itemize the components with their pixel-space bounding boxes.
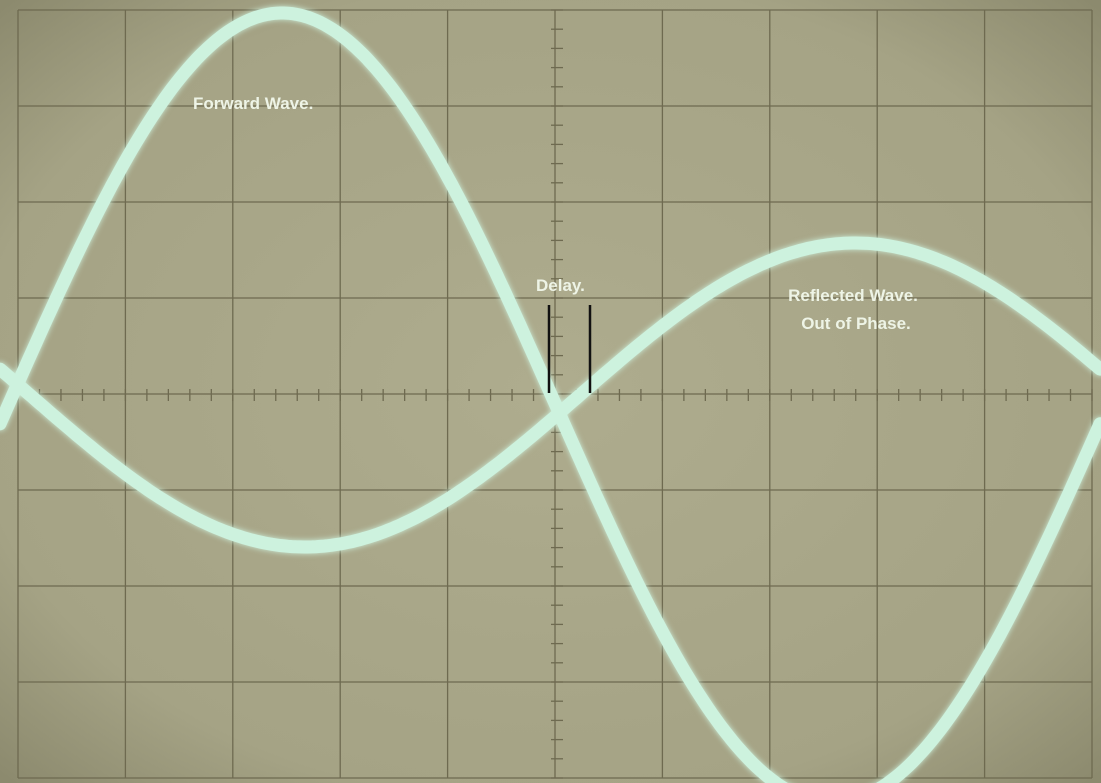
reflected-wave [0,236,1101,554]
reflected-label: Out of Phase. [801,314,911,333]
forward-label: Forward Wave. [193,94,313,113]
delay-label: Delay. [536,276,585,295]
reflected-label: Reflected Wave. [788,286,918,305]
graticule [17,9,1093,779]
